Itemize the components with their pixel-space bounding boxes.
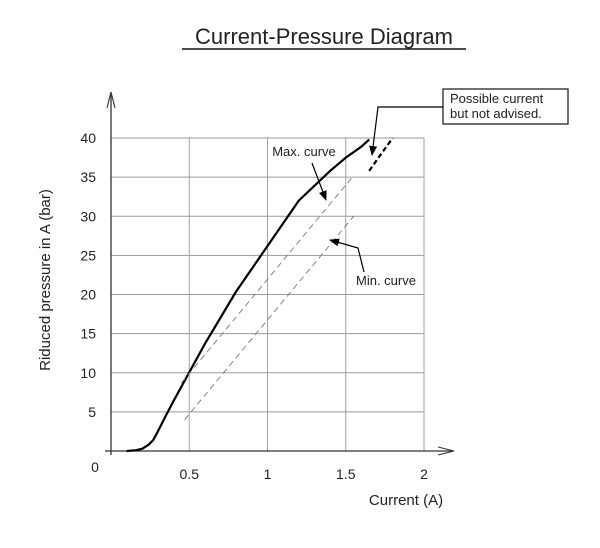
y-tick-label: 30	[80, 208, 96, 224]
max-curve-label: Max. curve	[272, 144, 336, 159]
series-lines	[126, 137, 394, 453]
origin-label: 0	[91, 459, 99, 475]
series-line-3	[184, 216, 354, 420]
series-line-1	[368, 137, 394, 172]
x-axis-arrow	[437, 446, 455, 456]
y-axis-arrow	[106, 91, 116, 109]
axes	[105, 91, 455, 456]
y-tick-label: 40	[80, 130, 96, 146]
possible-current-line1: Possible current	[450, 91, 544, 106]
chart-title: Current-Pressure Diagram	[195, 24, 453, 49]
possible-current-line2: but not advised.	[450, 106, 542, 121]
min-curve-arrow	[329, 238, 365, 273]
possible-current-box	[442, 88, 569, 125]
x-tick-label: 1	[264, 466, 272, 482]
grid	[111, 137, 425, 451]
x-tick-label: 0.5	[180, 466, 200, 482]
y-tick-label: 10	[80, 365, 96, 381]
max-curve-arrow	[311, 162, 327, 201]
x-axis-label: Current (A)	[369, 492, 443, 509]
y-tick-label: 35	[80, 169, 96, 185]
x-tick-label: 1.5	[336, 466, 356, 482]
y-tick-label: 5	[88, 404, 96, 420]
series-line-0	[126, 138, 370, 453]
series-line-2	[181, 175, 354, 384]
y-tick-label: 15	[80, 326, 96, 342]
possible-current-arrow	[369, 106, 443, 156]
y-axis-label: Riduced pressure in A (bar)	[37, 189, 54, 371]
min-curve-label: Min. curve	[356, 273, 416, 288]
y-tick-label: 25	[80, 247, 96, 263]
x-tick-label: 2	[420, 466, 428, 482]
y-tick-label: 20	[80, 287, 96, 303]
